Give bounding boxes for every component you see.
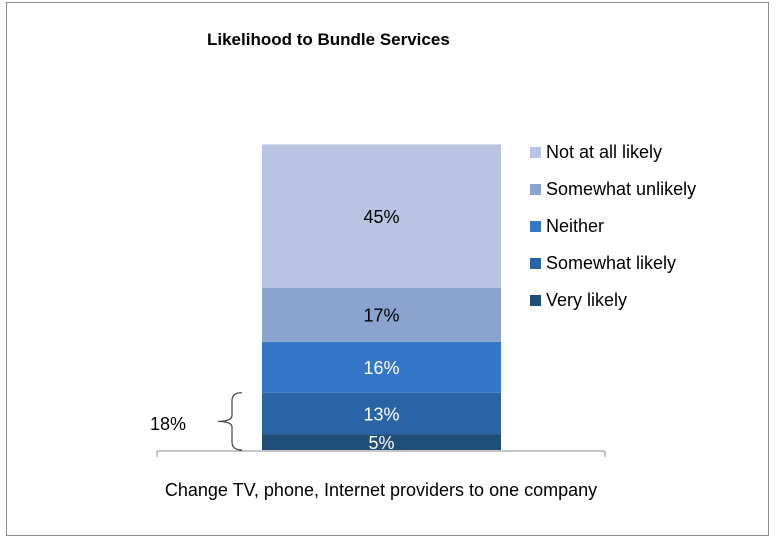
legend-swatch-somewhat-unlikely (530, 184, 541, 195)
legend-item-somewhat-unlikely: Somewhat unlikely (530, 171, 760, 208)
legend-swatch-not-at-all-likely (530, 147, 541, 158)
bar-segment-neither (262, 341, 501, 393)
bar-segment-somewhat-likely (262, 392, 501, 435)
legend-item-very-likely: Very likely (530, 282, 760, 319)
data-label-somewhat-unlikely: 17% (363, 306, 399, 326)
bracket-annotation-label: 18% (150, 414, 187, 434)
bar-segment-not-at-all-likely (262, 144, 501, 288)
legend-label-very-likely: Very likely (546, 290, 628, 310)
legend-label-neither: Neither (546, 216, 605, 236)
data-label-somewhat-likely: 13% (363, 404, 399, 424)
legend-label-not-at-all-likely: Not at all likely (546, 142, 663, 162)
chart-title: Likelihood to Bundle Services (207, 30, 450, 49)
legend: Not at all likely Somewhat unlikely Neithe… (530, 134, 760, 319)
legend-item-not-at-all-likely: Not at all likely (530, 134, 760, 171)
x-category-label: Change TV, phone, Internet providers to … (164, 480, 598, 500)
bar-segment-somewhat-unlikely (262, 287, 501, 342)
bracket-annotation (217, 392, 243, 451)
data-label-neither: 16% (363, 358, 399, 378)
legend-item-neither: Neither (530, 208, 760, 245)
bar-group: 5% 13% 16% 17% 45% (262, 144, 501, 453)
legend-label-somewhat-unlikely: Somewhat unlikely (546, 179, 697, 199)
legend-swatch-neither (530, 221, 541, 232)
bar-segment-very-likely (262, 434, 501, 450)
legend-label-somewhat-likely: Somewhat likely (546, 253, 677, 273)
legend-item-somewhat-likely: Somewhat likely (530, 245, 760, 282)
legend-swatch-somewhat-likely (530, 258, 541, 269)
data-label-not-at-all-likely: 45% (363, 207, 399, 227)
data-label-very-likely: 5% (368, 433, 394, 453)
legend-swatch-very-likely (530, 295, 541, 306)
